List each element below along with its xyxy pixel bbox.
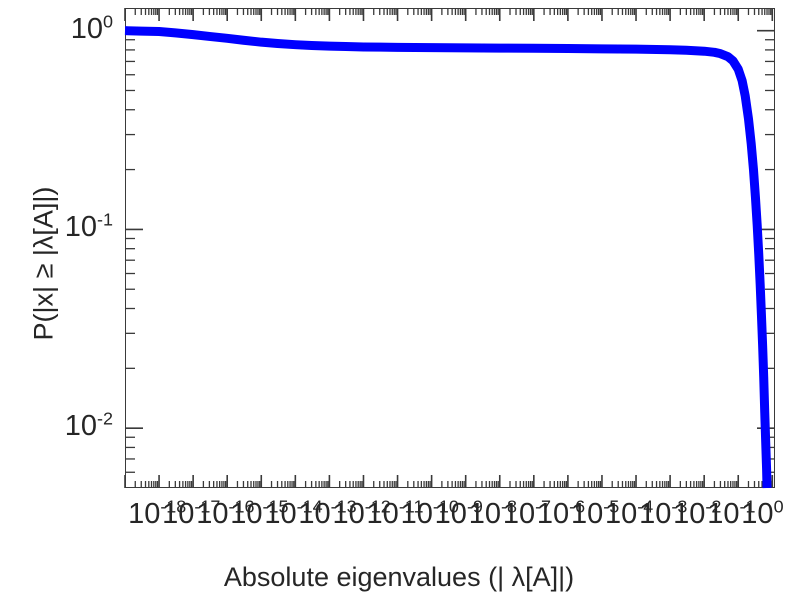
x-tick-label: 10-11 bbox=[366, 496, 424, 530]
y-axis-title: P(|x| ≥ |λ[A]|) bbox=[28, 186, 59, 341]
x-tick-label: 10-13 bbox=[298, 496, 357, 530]
y-tick-label: 100 bbox=[70, 10, 113, 45]
x-tick-label: 10-10 bbox=[400, 496, 459, 530]
x-tick-label: 10-4 bbox=[605, 496, 654, 530]
x-tick-label: 10-7 bbox=[502, 496, 552, 530]
x-tick-label: 10-17 bbox=[162, 496, 221, 530]
y-tick-label: 10-2 bbox=[64, 408, 113, 443]
y-tick-label: 10-1 bbox=[64, 209, 113, 244]
x-tick-label: 10-2 bbox=[673, 496, 722, 530]
x-tick-label: 10-16 bbox=[196, 496, 255, 530]
x-tick-label: 10-6 bbox=[536, 496, 586, 530]
x-tick-label: 10-3 bbox=[639, 496, 688, 530]
x-tick-label: 10-8 bbox=[468, 496, 517, 530]
x-axis-minor-ticks bbox=[134, 8, 772, 488]
x-tick-label: 10-18 bbox=[128, 496, 187, 530]
x-tick-label: 10-5 bbox=[570, 496, 620, 530]
x-tick-label: 10-15 bbox=[230, 496, 289, 530]
x-axis-major-ticks bbox=[124, 8, 774, 488]
x-tick-label: 10-9 bbox=[434, 496, 483, 530]
y-axis-major-ticks bbox=[125, 29, 775, 429]
x-tick-label: 100 bbox=[741, 496, 784, 530]
x-tick-label: 10-1 bbox=[707, 496, 756, 530]
plot-axes-frame bbox=[125, 8, 775, 488]
y-axis-minor-ticks bbox=[125, 39, 775, 473]
x-tick-label: 10-12 bbox=[332, 496, 391, 530]
data-series-line bbox=[124, 26, 772, 489]
x-tick-label: 10-14 bbox=[264, 496, 323, 530]
x-axis-title: Absolute eigenvalues (| λ[A]|) bbox=[223, 562, 575, 592]
